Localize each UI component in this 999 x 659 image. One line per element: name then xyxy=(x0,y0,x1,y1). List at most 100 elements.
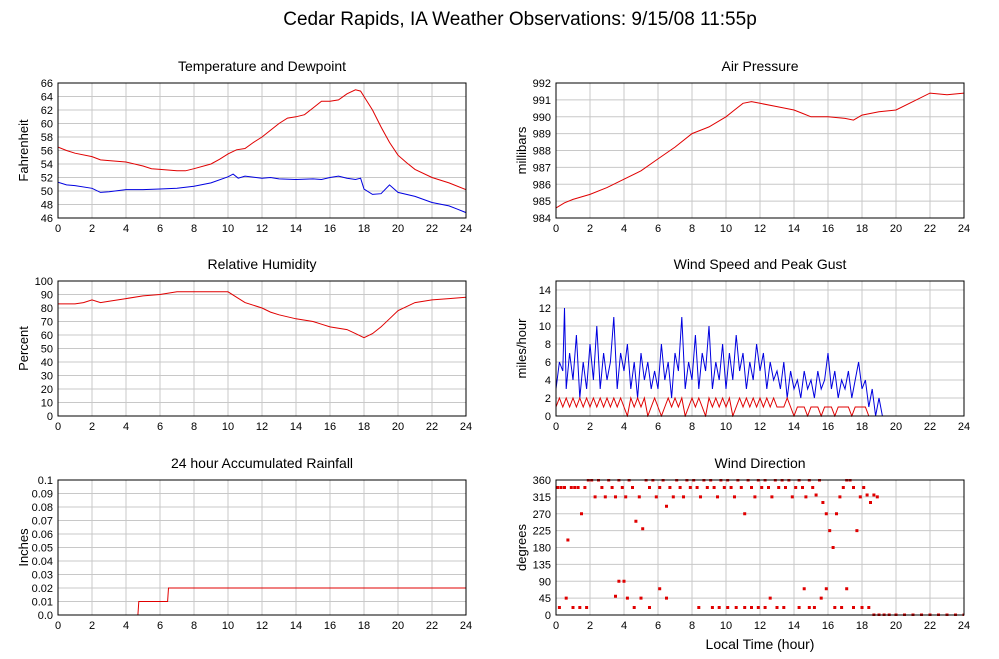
data-point xyxy=(743,512,747,516)
data-point xyxy=(578,606,582,609)
data-point xyxy=(841,486,845,489)
x-tick-label: 4 xyxy=(621,223,627,235)
y-tick-label: 0.05 xyxy=(32,543,53,555)
y-tick-label: 0.1 xyxy=(38,475,53,487)
x-tick-label: 4 xyxy=(123,421,129,433)
y-tick-label: 90 xyxy=(539,576,551,588)
x-tick-label: 4 xyxy=(621,421,627,433)
y-tick-label: 2 xyxy=(545,393,551,405)
y-tick-label: 46 xyxy=(41,213,53,225)
data-point xyxy=(624,495,628,499)
x-tick-label: 24 xyxy=(460,421,472,433)
x-tick-label: 10 xyxy=(222,223,234,235)
data-point xyxy=(722,486,726,489)
y-tick-label: 0.06 xyxy=(32,529,53,541)
data-point xyxy=(632,606,636,609)
x-tick-label: 14 xyxy=(290,223,302,235)
data-point xyxy=(824,512,828,516)
shared-x-axis-label: Local Time (hour) xyxy=(706,636,815,652)
chart-title: Air Pressure xyxy=(721,58,798,74)
data-point xyxy=(668,486,672,489)
x-tick-label: 2 xyxy=(89,421,95,433)
plot-frame xyxy=(57,479,467,616)
x-tick-label: 12 xyxy=(754,421,766,433)
y-tick-label: 0.02 xyxy=(32,583,53,595)
y-tick-label: 989 xyxy=(533,129,551,141)
data-point xyxy=(845,587,849,591)
data-point xyxy=(739,486,743,489)
y-tick-label: 991 xyxy=(533,95,551,107)
series-line xyxy=(556,92,964,209)
x-tick-label: 6 xyxy=(655,620,661,632)
data-point xyxy=(564,596,568,600)
y-tick-label: 6 xyxy=(545,357,551,369)
series-line xyxy=(58,173,466,214)
x-tick-label: 12 xyxy=(256,620,268,632)
data-point xyxy=(576,486,580,489)
x-tick-label: 10 xyxy=(720,620,732,632)
x-tick-label: 24 xyxy=(460,223,472,235)
x-tick-label: 8 xyxy=(191,620,197,632)
y-axis-label: Inches xyxy=(16,528,31,567)
y-tick-label: 60 xyxy=(41,330,53,342)
y-tick-label: 40 xyxy=(41,357,53,369)
x-tick-label: 2 xyxy=(587,620,593,632)
plot-frame xyxy=(57,280,467,417)
data-point xyxy=(750,606,753,609)
data-point xyxy=(603,495,607,499)
data-point xyxy=(658,486,662,489)
y-axis-label: miles/hour xyxy=(514,318,529,379)
plot-frame xyxy=(555,280,965,417)
x-tick-label: 12 xyxy=(754,223,766,235)
x-tick-label: 24 xyxy=(460,620,472,632)
data-point xyxy=(631,486,634,489)
y-tick-label: 20 xyxy=(41,384,53,396)
x-tick-label: 22 xyxy=(924,223,936,235)
data-point xyxy=(777,486,781,489)
data-point xyxy=(600,486,604,489)
x-tick-label: 0 xyxy=(55,620,61,632)
y-tick-label: 50 xyxy=(41,344,53,356)
x-tick-label: 0 xyxy=(55,223,61,235)
x-tick-label: 0 xyxy=(553,620,559,632)
y-tick-label: 62 xyxy=(41,105,53,117)
data-point xyxy=(867,606,871,609)
x-tick-label: 6 xyxy=(655,421,661,433)
y-tick-label: 990 xyxy=(533,112,551,124)
x-tick-label: 12 xyxy=(256,223,268,235)
y-tick-label: 50 xyxy=(41,186,53,198)
x-tick-label: 14 xyxy=(290,620,302,632)
data-point xyxy=(617,579,621,583)
x-tick-label: 16 xyxy=(822,620,834,632)
y-tick-label: 360 xyxy=(533,475,551,487)
data-point xyxy=(760,486,764,489)
data-point xyxy=(790,495,794,499)
data-point xyxy=(875,495,879,499)
x-tick-label: 18 xyxy=(856,421,868,433)
x-tick-label: 14 xyxy=(788,421,800,433)
chart-title: Wind Direction xyxy=(714,455,805,471)
data-point xyxy=(580,512,583,516)
x-tick-label: 14 xyxy=(788,620,800,632)
plot-frame xyxy=(555,82,965,219)
data-point xyxy=(639,596,643,600)
y-tick-label: 0.04 xyxy=(32,556,53,568)
x-tick-label: 20 xyxy=(890,620,902,632)
y-tick-label: 987 xyxy=(533,162,551,174)
x-tick-label: 6 xyxy=(655,223,661,235)
x-tick-label: 10 xyxy=(720,421,732,433)
series-line xyxy=(58,291,466,339)
data-point xyxy=(556,486,560,489)
data-point xyxy=(620,486,624,489)
data-point xyxy=(569,486,573,489)
x-tick-label: 6 xyxy=(157,223,163,235)
y-axis-label: Percent xyxy=(16,326,31,371)
plot-frame xyxy=(57,82,467,219)
data-point xyxy=(802,587,806,591)
x-tick-label: 8 xyxy=(689,620,695,632)
data-point xyxy=(697,606,701,609)
chart-title: Relative Humidity xyxy=(208,256,317,272)
x-tick-label: 8 xyxy=(191,223,197,235)
